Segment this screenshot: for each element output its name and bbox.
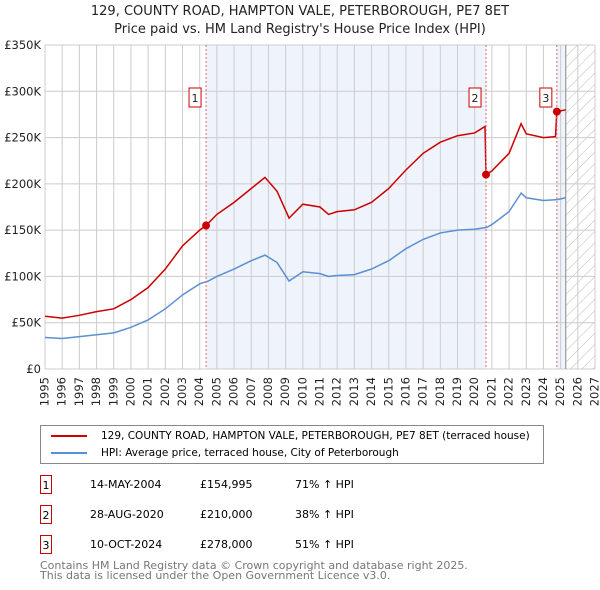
chart-subtitle: Price paid vs. HM Land Registry's House …: [114, 22, 486, 37]
x-tick-label: 2018: [433, 377, 447, 406]
sale-point: [482, 170, 491, 179]
x-tick-label: 2021: [484, 377, 498, 406]
x-tick-label: 1996: [55, 377, 69, 406]
x-tick-label: 2017: [416, 377, 430, 406]
sale-price: £278,000: [200, 537, 253, 551]
x-tick-label: 2015: [381, 377, 395, 406]
x-tick-label: 1995: [38, 377, 52, 406]
shaded-period-1: [206, 45, 487, 369]
sale-hpi-change: 38% ↑ HPI: [295, 507, 354, 521]
footer-line-2: This data is licensed under the Open Gov…: [40, 569, 391, 582]
legend-item-hpi: HPI: Average price, terraced house, City…: [51, 446, 399, 460]
x-tick-label: 2022: [502, 377, 516, 406]
x-tick-label: 2002: [158, 377, 172, 406]
sale-label-box: [539, 87, 553, 108]
sale-date: 10-OCT-2024: [90, 537, 163, 551]
legend-swatch-blue: [51, 452, 87, 454]
x-tick-label: 2007: [244, 377, 258, 406]
x-tick-label: 2020: [467, 377, 481, 406]
y-tick-label: £0: [26, 362, 41, 376]
x-tick-label: 2006: [227, 377, 241, 406]
x-tick-label: 2010: [295, 377, 309, 406]
x-tick-label: 2012: [330, 377, 344, 406]
series-line: [44, 109, 566, 319]
y-tick-label: £100K: [4, 269, 41, 283]
legend: 129, COUNTY ROAD, HAMPTON VALE, PETERBOR…: [40, 425, 544, 464]
sale-label: 3: [542, 92, 549, 105]
legend-label: 129, COUNTY ROAD, HAMPTON VALE, PETERBOR…: [101, 430, 530, 442]
x-tick-label: 2025: [553, 377, 567, 406]
sale-hpi-change: 51% ↑ HPI: [295, 537, 354, 551]
sale-number: 1: [40, 474, 52, 494]
x-tick-label: 2026: [570, 377, 584, 406]
x-tick-label: 2027: [588, 377, 600, 406]
y-tick-label: £50K: [12, 316, 42, 330]
x-tick-label: 2001: [141, 377, 155, 406]
x-tick-label: 2009: [278, 377, 292, 406]
legend-item-property: 129, COUNTY ROAD, HAMPTON VALE, PETERBOR…: [51, 429, 530, 443]
x-tick-label: 1998: [89, 377, 103, 406]
x-tick-label: 2014: [364, 377, 378, 406]
sale-number: 3: [40, 534, 52, 554]
forecast-hatch: [565, 45, 595, 369]
sale-label-box: [468, 87, 482, 108]
chart-title: 129, COUNTY ROAD, HAMPTON VALE, PETERBOR…: [90, 4, 510, 19]
sale-row: 3 10-OCT-2024 £278,000 51% ↑ HPI: [40, 534, 354, 554]
x-tick-label: 2000: [123, 377, 137, 406]
sale-price: £154,995: [200, 477, 253, 491]
series-line: [44, 191, 566, 340]
x-tick-label: 2008: [261, 377, 275, 406]
sale-point: [202, 221, 211, 230]
x-tick-label: 2011: [313, 377, 327, 406]
sale-row: 1 14-MAY-2004 £154,995 71% ↑ HPI: [40, 474, 354, 494]
x-tick-label: 1999: [106, 377, 120, 406]
shaded-period-3: [556, 45, 566, 369]
y-tick-label: £350K: [4, 38, 41, 52]
sale-date: 28-AUG-2020: [90, 507, 164, 521]
sale-hpi-change: 71% ↑ HPI: [295, 477, 354, 491]
sale-label-box: [188, 87, 202, 108]
sale-number: 2: [40, 504, 52, 524]
y-tick-label: £300K: [4, 84, 41, 98]
x-tick-label: 2016: [398, 377, 412, 406]
x-tick-label: 2024: [536, 377, 550, 406]
y-tick-label: £150K: [4, 223, 41, 237]
x-tick-label: 2023: [519, 377, 533, 406]
sale-date: 14-MAY-2004: [90, 477, 162, 491]
x-tick-label: 2005: [209, 377, 223, 406]
sale-row: 2 28-AUG-2020 £210,000 38% ↑ HPI: [40, 504, 354, 524]
y-tick-label: £200K: [4, 177, 41, 191]
sale-price: £210,000: [200, 507, 253, 521]
x-tick-label: 2003: [175, 377, 189, 406]
sale-point: [552, 107, 561, 116]
x-tick-label: 2013: [347, 377, 361, 406]
legend-swatch-red: [51, 435, 87, 437]
y-tick-label: £250K: [4, 131, 41, 145]
plot-area: 1995 1996 1997 1998 1999 2000 2001 2002 2003 2004…: [4, 38, 600, 406]
footer-line-1: Contains HM Land Registry data © Crown c…: [40, 559, 468, 572]
legend-label: HPI: Average price, terraced house, City…: [101, 447, 399, 459]
x-tick-label: 2019: [450, 377, 464, 406]
sale-label: 2: [472, 92, 479, 105]
sale-label: 1: [192, 92, 199, 105]
x-tick-label: 1997: [72, 377, 86, 406]
x-tick-label: 2004: [192, 377, 206, 406]
